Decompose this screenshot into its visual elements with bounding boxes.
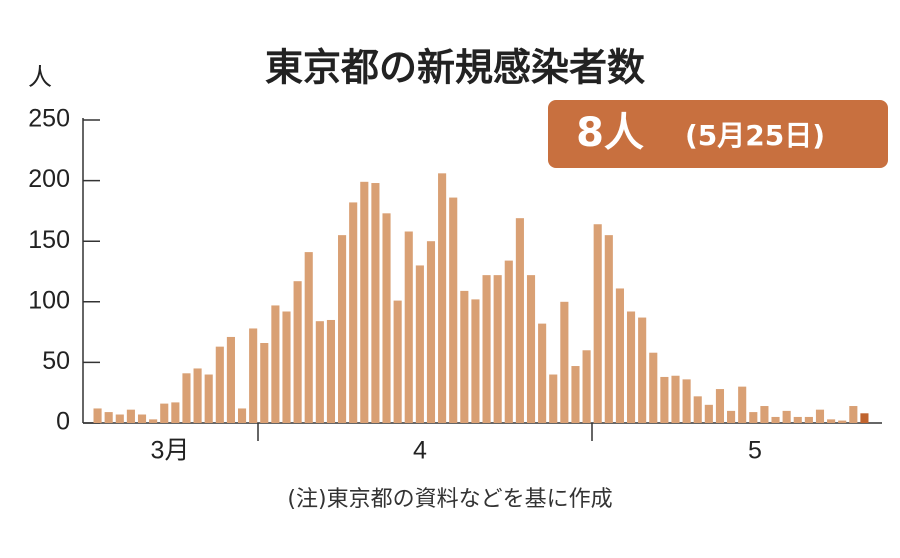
bar bbox=[293, 281, 302, 423]
bar bbox=[304, 252, 313, 423]
bar bbox=[682, 379, 691, 423]
bar bbox=[471, 299, 480, 423]
bar bbox=[804, 416, 813, 423]
bar bbox=[415, 265, 424, 423]
bar bbox=[204, 374, 213, 423]
bar bbox=[438, 173, 447, 423]
y-tick-label: 150 bbox=[28, 226, 70, 254]
bar bbox=[626, 311, 636, 423]
bar bbox=[749, 412, 758, 423]
bar bbox=[126, 409, 135, 423]
bar bbox=[182, 373, 191, 423]
bar bbox=[738, 386, 747, 423]
bar bbox=[315, 321, 324, 423]
bar bbox=[215, 346, 224, 423]
y-tick-label: 0 bbox=[56, 408, 70, 436]
y-tick-label: 50 bbox=[42, 347, 70, 375]
bar bbox=[404, 231, 413, 423]
bar bbox=[793, 416, 802, 423]
badge-value: 8人 bbox=[576, 110, 644, 156]
bar bbox=[115, 414, 124, 423]
bar bbox=[326, 319, 336, 423]
bar bbox=[338, 235, 347, 423]
bar bbox=[760, 406, 769, 423]
chart-title: 東京都の新規感染者数 bbox=[265, 46, 645, 90]
bar bbox=[727, 410, 736, 423]
x-tick-label: 3月 bbox=[151, 437, 190, 465]
bar bbox=[382, 213, 391, 423]
y-axis-label: 人 bbox=[28, 63, 52, 91]
badge-date: (5月25日) bbox=[685, 119, 825, 152]
bar bbox=[93, 408, 102, 423]
bar bbox=[582, 350, 591, 423]
bar bbox=[838, 420, 847, 423]
bar bbox=[493, 275, 502, 423]
bar bbox=[671, 375, 680, 423]
bar bbox=[604, 235, 613, 423]
badge bbox=[548, 100, 888, 168]
bar bbox=[704, 404, 713, 423]
note: (注)東京都の資料などを基に作成 bbox=[287, 487, 612, 512]
bar bbox=[460, 290, 469, 423]
bar bbox=[571, 366, 580, 423]
bar bbox=[660, 376, 669, 423]
bar bbox=[260, 343, 269, 423]
y-tick-label: 100 bbox=[28, 286, 70, 314]
bar bbox=[171, 402, 180, 423]
bar bbox=[237, 408, 247, 423]
bar bbox=[249, 328, 258, 423]
bar bbox=[860, 413, 869, 423]
bar bbox=[693, 396, 702, 423]
bar bbox=[449, 197, 458, 423]
bar bbox=[827, 419, 836, 423]
bar bbox=[393, 300, 402, 423]
bar bbox=[538, 323, 547, 423]
bar bbox=[849, 406, 858, 423]
bar bbox=[526, 275, 536, 423]
bar bbox=[593, 224, 602, 423]
x-tick-label: 5 bbox=[748, 437, 762, 465]
bar bbox=[638, 317, 647, 423]
bar bbox=[149, 419, 158, 423]
bar bbox=[782, 410, 791, 423]
bar bbox=[137, 414, 147, 423]
bar bbox=[282, 311, 291, 423]
bar bbox=[371, 183, 380, 423]
bar bbox=[815, 409, 825, 423]
bar bbox=[615, 288, 624, 423]
x-tick-label: 4 bbox=[413, 437, 427, 465]
bar bbox=[226, 336, 235, 423]
bar bbox=[715, 389, 725, 423]
bar bbox=[482, 275, 491, 423]
y-tick-label: 200 bbox=[28, 165, 70, 193]
bar bbox=[360, 181, 369, 423]
bar bbox=[504, 260, 513, 423]
bar bbox=[515, 218, 524, 423]
bar bbox=[549, 374, 558, 423]
bar bbox=[349, 202, 358, 423]
bar bbox=[426, 241, 436, 423]
bar bbox=[104, 412, 113, 423]
bar bbox=[271, 305, 280, 423]
y-tick-label: 250 bbox=[28, 105, 70, 133]
bar bbox=[771, 416, 780, 423]
bar bbox=[193, 368, 202, 423]
bar bbox=[649, 352, 658, 423]
bar bbox=[560, 301, 569, 423]
bar bbox=[160, 403, 169, 423]
